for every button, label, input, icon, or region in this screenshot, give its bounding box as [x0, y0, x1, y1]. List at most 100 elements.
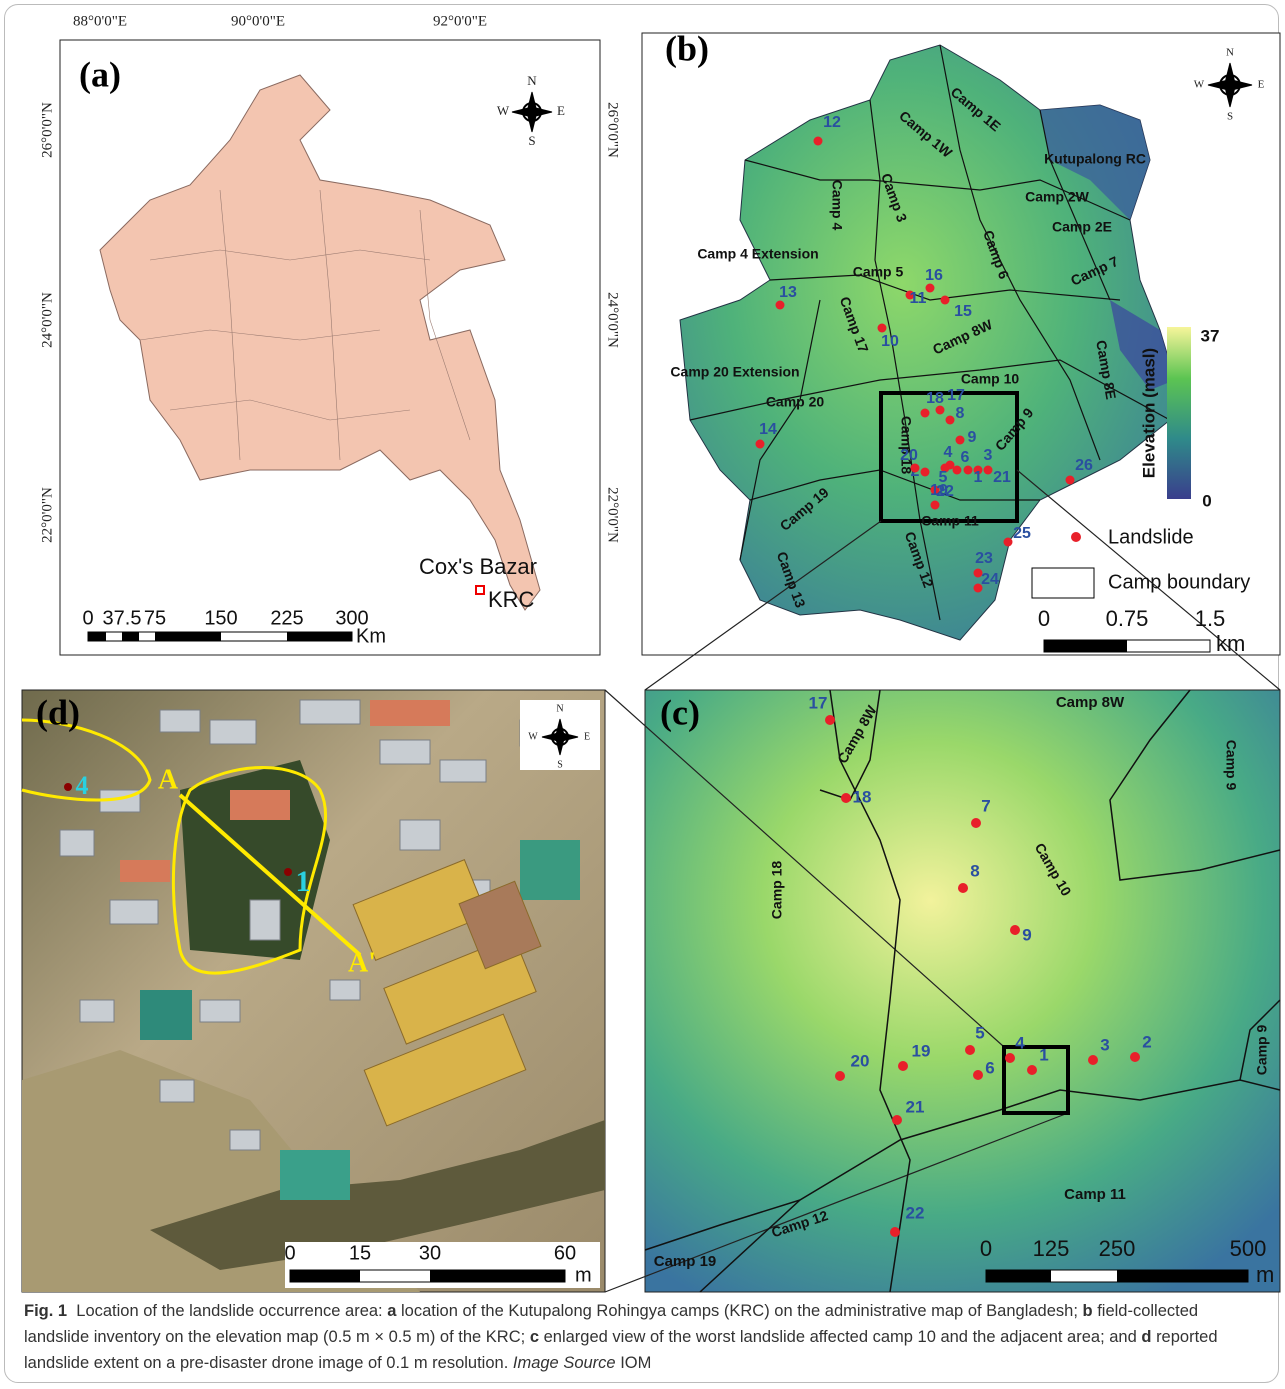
- compass-letter: N: [556, 703, 563, 714]
- scalebar-c: [986, 1270, 1248, 1282]
- scalebar-d: [290, 1270, 565, 1282]
- scale-tick-label: 15: [349, 1242, 371, 1264]
- landslide-point: [1088, 1055, 1098, 1065]
- landslide-label: 19: [930, 482, 948, 499]
- landslide-point: [964, 466, 973, 475]
- point-4: [64, 783, 72, 791]
- scale-unit: km: [1216, 631, 1245, 656]
- landslide-label: 19: [912, 1041, 931, 1060]
- landslide-label: 18: [926, 390, 944, 407]
- camp-label: Kutupalong RC: [1044, 151, 1146, 167]
- landslide-label: 23: [975, 550, 993, 567]
- landslide-point: [946, 416, 955, 425]
- lat-tick-label: 26°0'0"N: [39, 102, 55, 158]
- compass-letter: W: [1194, 79, 1205, 91]
- landslide-label: 10: [881, 333, 899, 350]
- landslide-point: [1027, 1065, 1037, 1075]
- landslide-point: [973, 1070, 983, 1080]
- landslide-point: [984, 466, 993, 475]
- compass-letter: S: [557, 759, 563, 770]
- landslide-label: 7: [981, 796, 990, 815]
- landslide-label: 20: [851, 1051, 870, 1070]
- camp-label: Camp 2E: [1052, 219, 1112, 235]
- landslide-label: 8: [956, 405, 965, 422]
- caption-text: Location of the landslide occurrence are…: [76, 1302, 382, 1320]
- panel-label: (c): [660, 692, 700, 732]
- scale-tick-label: 30: [419, 1242, 441, 1264]
- landslide-label: 2: [1142, 1032, 1151, 1051]
- scale-tick-label: 60: [554, 1242, 576, 1264]
- landslide-label: 24: [981, 571, 999, 588]
- legend-boundary-swatch: [1032, 568, 1094, 598]
- scale-tick-label: 0.75: [1106, 606, 1149, 631]
- scale-tick-label: 250: [1099, 1236, 1136, 1261]
- landslide-point: [890, 1227, 900, 1237]
- lon-tick-label: 90°0'0"E: [231, 13, 285, 29]
- compass-letter: S: [1227, 111, 1233, 123]
- camp-label: Camp 18: [769, 861, 785, 920]
- compass-letter: E: [584, 731, 590, 742]
- landslide-point: [814, 137, 823, 146]
- camp-label: Camp 20 Extension: [670, 364, 799, 380]
- landslide-point: [936, 406, 945, 415]
- landslide-point: [965, 1045, 975, 1055]
- landslide-label: 12: [823, 114, 841, 131]
- landslide-label: 25: [1013, 525, 1031, 542]
- landslide-point: [921, 409, 930, 418]
- landslide-point: [756, 440, 765, 449]
- landslide-point: [1004, 538, 1013, 547]
- landslide-point: [971, 818, 981, 828]
- colorbar-max: 37: [1201, 326, 1220, 345]
- scale-unit: m: [1256, 1262, 1274, 1287]
- caption-panel-letter: c: [530, 1328, 539, 1346]
- landslide-label: 17: [809, 693, 828, 712]
- caption-source-label: Image Source: [513, 1354, 616, 1372]
- landslide-label: 21: [993, 469, 1011, 486]
- landslide-point: [1066, 476, 1075, 485]
- compass-letter: N: [527, 73, 537, 88]
- landslide-point: [911, 464, 920, 473]
- compass-letter: S: [528, 133, 535, 148]
- landslide-label: 4: [944, 444, 953, 461]
- lat-tick-label: 24°0'0"N: [39, 292, 55, 348]
- landslide-label: 3: [984, 447, 993, 464]
- camp-label: Camp 19: [654, 1253, 717, 1270]
- landslide-label: 14: [759, 421, 777, 438]
- compass-letter: E: [1258, 79, 1265, 91]
- elevation-colorbar: [1167, 327, 1191, 499]
- scale-tick-label: 500: [1230, 1236, 1267, 1261]
- landslide-point: [878, 324, 887, 333]
- caption-text: enlarged view of the worst landslide aff…: [544, 1328, 1137, 1346]
- landslide-point: [892, 1115, 902, 1125]
- legend-label: Camp boundary: [1108, 571, 1250, 593]
- panel-c-frame: [645, 690, 1280, 1292]
- page: {"panels": { "a": {"label": "(a)", "lon_…: [0, 0, 1285, 1389]
- landslide-point: [956, 436, 965, 445]
- landslide-label: 1: [296, 865, 311, 898]
- landslide-label: 16: [925, 267, 943, 284]
- section-label: A: [158, 764, 179, 795]
- section-label: A': [348, 947, 376, 978]
- landslide-point: [958, 883, 968, 893]
- lat-tick-label: 24°0'0"N: [605, 292, 621, 348]
- landslide-point: [941, 296, 950, 305]
- camp-label: Camp 4: [829, 180, 845, 231]
- caption-source: IOM: [620, 1354, 651, 1372]
- legend-landslide-swatch: [1071, 532, 1081, 542]
- compass-letter: W: [528, 731, 538, 742]
- landslide-point: [776, 301, 785, 310]
- landslide-point: [898, 1061, 908, 1071]
- scale-tick-label: 225: [270, 607, 303, 629]
- site-label: KRC: [488, 587, 535, 612]
- camp-label: Camp 10: [961, 371, 1020, 387]
- colorbar-title: Elevation (masl): [1139, 348, 1158, 478]
- landslide-label: 6: [961, 449, 970, 466]
- landslide-label: 9: [968, 429, 977, 446]
- colorbar-min: 0: [1202, 491, 1211, 510]
- landslide-point: [825, 715, 835, 725]
- panel-label: (d): [36, 692, 80, 732]
- camp-label: Camp 11: [1064, 1186, 1126, 1203]
- caption-panel-letter: d: [1141, 1328, 1151, 1346]
- legend-label: Landslide: [1108, 526, 1194, 548]
- caption: Fig. 1 Location of the landslide occurre…: [24, 1298, 1259, 1376]
